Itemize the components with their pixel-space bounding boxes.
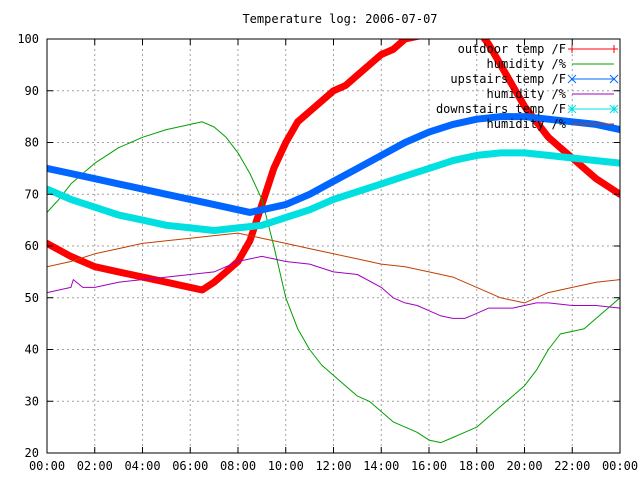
legend-label: outdoor temp /F bbox=[458, 42, 566, 56]
series-layer bbox=[47, 39, 620, 444]
x-tick-label: 22:00 bbox=[554, 459, 590, 473]
x-tick-label: 16:00 bbox=[411, 459, 447, 473]
legend-marker bbox=[567, 104, 577, 114]
legend-label: upstairs temp /F bbox=[450, 72, 566, 86]
legend-marker bbox=[567, 74, 577, 84]
series-line-5 bbox=[47, 232, 620, 304]
y-tick-label: 100 bbox=[17, 32, 39, 46]
series-line-3 bbox=[47, 255, 620, 319]
x-tick-label: 00:00 bbox=[29, 459, 65, 473]
y-tick-label: 30 bbox=[25, 394, 39, 408]
chart-title: Temperature log: 2006-07-07 bbox=[242, 12, 437, 26]
legend-label: downstairs temp /F bbox=[436, 102, 566, 116]
x-tick-label: 10:00 bbox=[268, 459, 304, 473]
series-line-4 bbox=[47, 149, 620, 234]
legend-marker bbox=[610, 45, 618, 53]
legend-marker bbox=[609, 104, 619, 114]
legend-label: humidity /% bbox=[487, 87, 567, 101]
y-tick-label: 40 bbox=[25, 343, 39, 357]
y-tick-label: 90 bbox=[25, 84, 39, 98]
series-line-2 bbox=[47, 113, 620, 216]
y-tick-label: 80 bbox=[25, 136, 39, 150]
x-tick-label: 14:00 bbox=[363, 459, 399, 473]
y-tick-label: 50 bbox=[25, 291, 39, 305]
x-tick-label: 20:00 bbox=[506, 459, 542, 473]
x-tick-label: 18:00 bbox=[459, 459, 495, 473]
x-tick-label: 12:00 bbox=[315, 459, 351, 473]
y-tick-label: 20 bbox=[25, 446, 39, 460]
legend-label: humidity /% bbox=[487, 57, 567, 71]
x-tick-label: 04:00 bbox=[124, 459, 160, 473]
y-tick-label: 70 bbox=[25, 187, 39, 201]
legend-marker bbox=[609, 74, 619, 84]
y-tick-label: 60 bbox=[25, 239, 39, 253]
x-tick-label: 00:00 bbox=[602, 459, 638, 473]
series-line-0 bbox=[47, 39, 620, 294]
x-tick-label: 08:00 bbox=[220, 459, 256, 473]
x-tick-label: 02:00 bbox=[77, 459, 113, 473]
x-tick-label: 06:00 bbox=[172, 459, 208, 473]
grid bbox=[47, 39, 620, 453]
axis-ticks: 00:00 02:00 04:00 06:00 08:00 10:00 12:00 14:00… bbox=[17, 32, 638, 473]
legend-marker bbox=[568, 45, 576, 53]
series-line-1 bbox=[47, 121, 620, 444]
legend-label: humidity /% bbox=[487, 117, 567, 131]
